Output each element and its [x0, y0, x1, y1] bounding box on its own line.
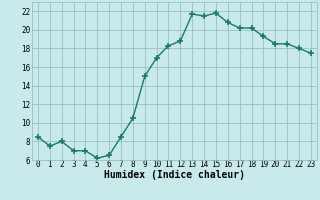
- X-axis label: Humidex (Indice chaleur): Humidex (Indice chaleur): [104, 170, 245, 180]
